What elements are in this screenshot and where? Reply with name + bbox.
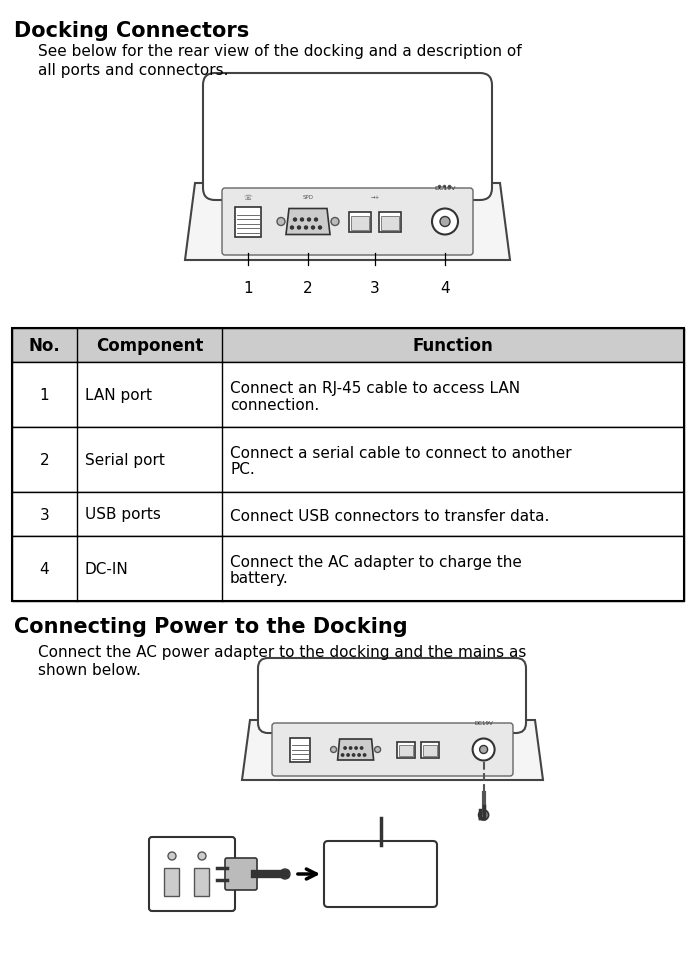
Text: DC19V: DC19V bbox=[474, 720, 493, 726]
Text: Connecting Power to the Docking: Connecting Power to the Docking bbox=[14, 616, 408, 637]
Text: USB ports: USB ports bbox=[85, 507, 161, 522]
Text: LAN port: LAN port bbox=[85, 387, 152, 403]
Text: SPD: SPD bbox=[303, 195, 313, 200]
Text: DC19V: DC19V bbox=[434, 186, 456, 191]
Polygon shape bbox=[242, 720, 543, 780]
FancyBboxPatch shape bbox=[203, 74, 492, 200]
FancyBboxPatch shape bbox=[149, 837, 235, 911]
Circle shape bbox=[331, 218, 339, 226]
Circle shape bbox=[331, 747, 337, 753]
Text: 1: 1 bbox=[40, 387, 49, 403]
Text: Function: Function bbox=[413, 336, 493, 355]
Text: 2: 2 bbox=[303, 281, 313, 295]
Text: 1: 1 bbox=[243, 281, 253, 295]
Text: Connect the AC power adapter to the docking and the mains as: Connect the AC power adapter to the dock… bbox=[38, 645, 526, 659]
Circle shape bbox=[480, 746, 488, 754]
Text: 4: 4 bbox=[40, 561, 49, 576]
Bar bbox=[381, 216, 399, 230]
Text: 2: 2 bbox=[40, 453, 49, 467]
Circle shape bbox=[473, 738, 495, 761]
Text: Connect a serial cable to connect to another: Connect a serial cable to connect to ano… bbox=[230, 446, 571, 461]
Polygon shape bbox=[338, 739, 374, 760]
Text: Connect an RJ-45 cable to access LAN: Connect an RJ-45 cable to access LAN bbox=[230, 381, 520, 396]
Bar bbox=[349, 212, 371, 232]
Bar bbox=[235, 207, 261, 238]
Text: PC.: PC. bbox=[230, 462, 255, 477]
Circle shape bbox=[277, 218, 285, 226]
Circle shape bbox=[294, 219, 296, 222]
Circle shape bbox=[315, 219, 317, 222]
Bar bbox=[12, 493, 684, 537]
Circle shape bbox=[319, 227, 322, 230]
Text: →+: →+ bbox=[370, 195, 380, 200]
Circle shape bbox=[440, 217, 450, 227]
Circle shape bbox=[374, 747, 381, 753]
Circle shape bbox=[198, 852, 206, 860]
Circle shape bbox=[308, 219, 310, 222]
Circle shape bbox=[168, 852, 176, 860]
Text: ☏: ☏ bbox=[244, 195, 253, 200]
Text: No.: No. bbox=[29, 336, 61, 355]
Circle shape bbox=[297, 227, 301, 230]
Bar bbox=[12, 363, 684, 427]
Text: See below for the rear view of the docking and a description of: See below for the rear view of the docki… bbox=[38, 44, 521, 59]
Text: Component: Component bbox=[96, 336, 203, 355]
Circle shape bbox=[479, 810, 489, 821]
Bar bbox=[12, 537, 684, 601]
Bar bbox=[400, 744, 413, 756]
Text: DC-IN: DC-IN bbox=[85, 561, 129, 576]
Bar bbox=[194, 868, 209, 896]
Circle shape bbox=[280, 869, 290, 879]
Text: Docking Connectors: Docking Connectors bbox=[14, 21, 249, 41]
Bar bbox=[379, 212, 401, 232]
Circle shape bbox=[301, 219, 303, 222]
Bar bbox=[351, 216, 369, 230]
Polygon shape bbox=[185, 184, 510, 261]
Text: connection.: connection. bbox=[230, 397, 319, 412]
Circle shape bbox=[347, 754, 349, 756]
Text: shown below.: shown below. bbox=[38, 662, 141, 678]
Bar bbox=[290, 737, 310, 762]
FancyBboxPatch shape bbox=[225, 858, 257, 890]
Circle shape bbox=[290, 227, 294, 230]
Circle shape bbox=[361, 747, 363, 749]
Circle shape bbox=[363, 754, 366, 756]
Bar bbox=[12, 329, 684, 363]
Text: all ports and connectors.: all ports and connectors. bbox=[38, 63, 228, 78]
FancyBboxPatch shape bbox=[222, 189, 473, 255]
Circle shape bbox=[305, 227, 308, 230]
Text: Serial port: Serial port bbox=[85, 453, 165, 467]
Bar bbox=[397, 741, 416, 758]
Circle shape bbox=[344, 747, 347, 749]
Circle shape bbox=[312, 227, 315, 230]
Text: 4: 4 bbox=[440, 281, 450, 295]
Text: 3: 3 bbox=[370, 281, 380, 295]
Bar bbox=[421, 741, 439, 758]
Circle shape bbox=[358, 754, 361, 756]
Bar bbox=[12, 329, 684, 601]
FancyBboxPatch shape bbox=[324, 841, 437, 907]
Text: Connect the AC adapter to charge the: Connect the AC adapter to charge the bbox=[230, 555, 522, 570]
Bar bbox=[423, 744, 437, 756]
FancyBboxPatch shape bbox=[272, 724, 513, 777]
Bar bbox=[12, 427, 684, 493]
Circle shape bbox=[355, 747, 357, 749]
Bar bbox=[164, 868, 179, 896]
Text: 3: 3 bbox=[40, 507, 49, 522]
Circle shape bbox=[342, 754, 344, 756]
Text: Connect USB connectors to transfer data.: Connect USB connectors to transfer data. bbox=[230, 509, 549, 523]
Text: battery.: battery. bbox=[230, 571, 289, 586]
Polygon shape bbox=[286, 209, 330, 236]
Circle shape bbox=[349, 747, 351, 749]
Circle shape bbox=[432, 209, 458, 236]
Circle shape bbox=[352, 754, 355, 756]
FancyBboxPatch shape bbox=[258, 658, 526, 734]
